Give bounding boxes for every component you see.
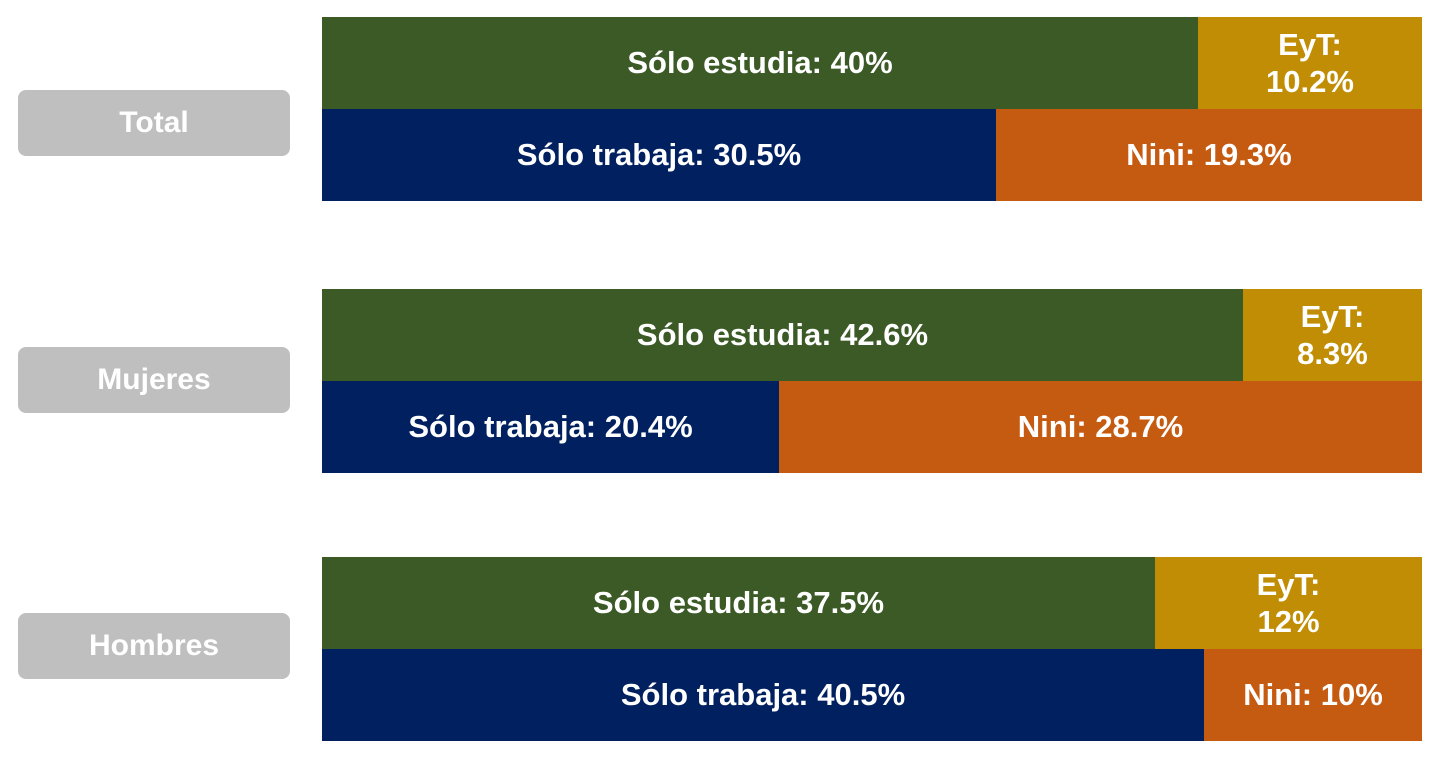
group-bars-hombres: Sólo estudia: 37.5% EyT: 12% Sólo trabaja… (322, 557, 1422, 741)
bar-segment-s-lo-estudia: Sólo estudia: 42.6% (322, 289, 1243, 381)
data-label: Sólo estudia: 40% (627, 45, 893, 81)
row-bottom: Sólo trabaja: 30.5% Nini: 19.3% (322, 109, 1422, 201)
row-bottom: Sólo trabaja: 20.4% Nini: 28.7% (322, 381, 1422, 473)
group-bars-total: Sólo estudia: 40% EyT: 10.2% Sólo trabaja… (322, 17, 1422, 201)
bar-segment-nini: Nini: 28.7% (779, 381, 1422, 473)
group-total: Total Sólo estudia: 40% EyT: 10.2% Sólo t… (0, 17, 1436, 201)
bar-segment-eyt: EyT: 8.3% (1243, 289, 1422, 381)
data-label: Nini: 19.3% (1126, 137, 1292, 173)
data-label: Nini: 28.7% (1017, 409, 1184, 445)
row-top: Sólo estudia: 37.5% EyT: 12% (322, 557, 1422, 649)
bar-segment-nini: Nini: 19.3% (996, 109, 1422, 201)
row-top: Sólo estudia: 40% EyT: 10.2% (322, 17, 1422, 109)
data-label: Sólo trabaja: 30.5% (516, 137, 802, 173)
data-label: EyT: 8.3% (1297, 298, 1368, 371)
data-label: EyT: 10.2% (1266, 26, 1354, 99)
bar-segment-eyt: EyT: 12% (1155, 557, 1422, 649)
data-label: Sólo trabaja: 40.5% (620, 677, 906, 713)
bar-segment-s-lo-trabaja: Sólo trabaja: 40.5% (322, 649, 1204, 741)
group-label-hombres: Hombres (18, 613, 290, 679)
row-top: Sólo estudia: 42.6% EyT: 8.3% (322, 289, 1422, 381)
data-label: Sólo estudia: 42.6% (636, 317, 929, 353)
group-label-total: Total (18, 90, 290, 156)
bar-segment-s-lo-estudia: Sólo estudia: 37.5% (322, 557, 1155, 649)
bar-segment-s-lo-estudia: Sólo estudia: 40% (322, 17, 1198, 109)
group-hombres: Hombres Sólo estudia: 37.5% EyT: 12% Sólo… (0, 557, 1436, 741)
bar-segment-nini: Nini: 10% (1204, 649, 1422, 741)
group-bars-mujeres: Sólo estudia: 42.6% EyT: 8.3% Sólo trabaj… (322, 289, 1422, 473)
data-label: Sólo estudia: 37.5% (592, 585, 885, 621)
data-label: Nini: 10% (1243, 677, 1383, 713)
group-mujeres: Mujeres Sólo estudia: 42.6% EyT: 8.3% Sól… (0, 289, 1436, 473)
data-label: Sólo trabaja: 20.4% (408, 409, 693, 445)
bar-segment-eyt: EyT: 10.2% (1198, 17, 1422, 109)
group-label-mujeres: Mujeres (18, 347, 290, 413)
bar-segment-s-lo-trabaja: Sólo trabaja: 20.4% (322, 381, 779, 473)
data-label: EyT: 12% (1256, 566, 1321, 639)
row-bottom: Sólo trabaja: 40.5% Nini: 10% (322, 649, 1422, 741)
bar-segment-s-lo-trabaja: Sólo trabaja: 30.5% (322, 109, 996, 201)
